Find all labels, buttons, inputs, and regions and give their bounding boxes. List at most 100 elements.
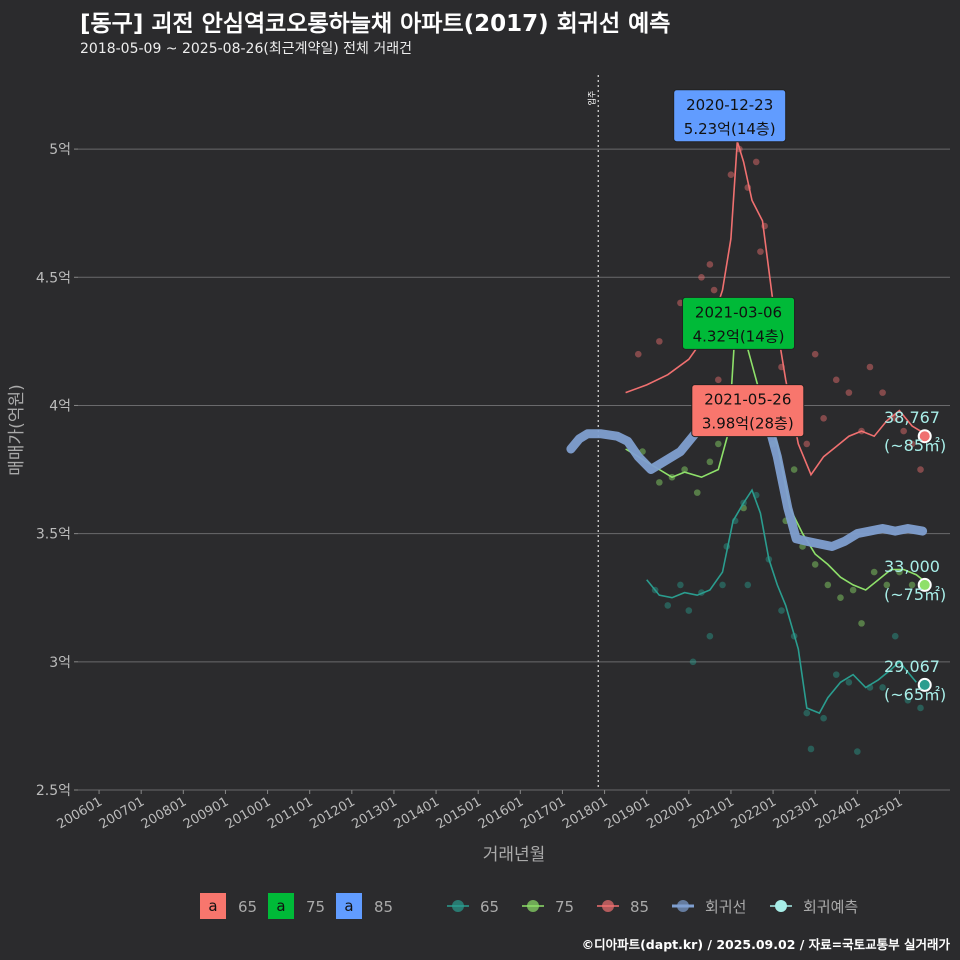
scatter-point-s75 — [811, 561, 819, 568]
scatter-point-s85 — [710, 286, 718, 294]
scatter-point-s75 — [693, 489, 701, 496]
x-tick-label: 202501 — [855, 794, 905, 832]
scatter-point-s65 — [664, 602, 672, 609]
scatter-point-s85 — [634, 350, 642, 358]
scatter-point-s85 — [698, 273, 705, 281]
legend-box-label: 75 — [306, 898, 325, 916]
scatter-point-s65 — [744, 581, 752, 589]
scatter-point-s85 — [908, 440, 916, 448]
scatter-point-s85 — [832, 376, 840, 384]
x-tick-label: 202101 — [686, 794, 736, 832]
scatter-point-s75 — [824, 581, 832, 589]
series-line-65 — [646, 488, 917, 715]
scatter-point-s65 — [807, 745, 815, 753]
scatter-point-s85 — [656, 338, 663, 345]
annotation-date: 2021-05-26 — [704, 391, 791, 409]
legend-box-label: 65 — [238, 898, 257, 916]
legend-box-glyph: a — [208, 897, 217, 915]
y-tick-label: 5억 — [49, 142, 71, 158]
annotation-box — [673, 89, 787, 143]
y-tick-label: 3.5억 — [36, 527, 71, 543]
x-tick-label: 201301 — [349, 794, 399, 832]
y-axis-label: 매매가(억원) — [7, 384, 27, 475]
scatter-point-s75 — [681, 466, 688, 473]
scatter-point-s65 — [879, 684, 886, 691]
x-tick-label: 201701 — [518, 794, 568, 832]
legend-box-glyph: a — [276, 897, 285, 915]
scatter-point-s85 — [820, 414, 827, 422]
prediction-area-label: (~75㎡) — [884, 585, 946, 604]
x-tick-label: 201601 — [476, 794, 526, 832]
scatter-point-s75 — [883, 581, 891, 589]
scatter-point-s85 — [706, 261, 714, 268]
scatter-point-s75 — [858, 620, 865, 627]
x-tick-label: 201501 — [434, 794, 484, 832]
gridlines — [78, 148, 950, 791]
legend-line-label: 회귀선 — [705, 898, 746, 916]
scatter-point-s65 — [904, 696, 912, 704]
scatter-point-s75 — [849, 586, 857, 594]
scatter-point-s75 — [790, 466, 798, 473]
scatter-point-s65 — [854, 748, 861, 755]
y-tick-label: 2.5억 — [36, 783, 71, 799]
scatter-point-s85 — [845, 389, 853, 396]
scatter-point-s65 — [845, 679, 853, 686]
scatter-point-s85 — [715, 376, 722, 384]
scatter-point-s85 — [866, 363, 874, 371]
legend-box-85 — [336, 893, 362, 919]
annotation-date: 2021-03-06 — [695, 303, 782, 321]
chart-subtitle: 2018-05-09 ~ 2025-08-26(최근계약일) 전체 거래건 — [80, 41, 412, 57]
legend-box-label: 85 — [374, 898, 393, 916]
annotation-box — [682, 296, 796, 350]
scatter-point-s65 — [685, 607, 693, 614]
axes: 2.5억 3억 3.5억 4억 4.5억 5억 2006012007012008012009… — [36, 142, 906, 832]
scatter-point-s85 — [757, 248, 764, 255]
annotation-price: 3.98억(28층) — [702, 415, 794, 433]
prediction-value-label: 38,767 — [884, 408, 940, 427]
legend-line-label: 회귀예측 — [803, 898, 858, 916]
legend-line-label: 85 — [630, 898, 649, 916]
scatter-point-s75 — [837, 594, 844, 602]
legend-marker-predict — [775, 900, 787, 912]
legend: a 65 a 75 a 85 65 75 85 회귀선 회귀예측 — [200, 893, 858, 919]
prediction-point-s65 — [917, 677, 932, 692]
prediction-area-label: (~65㎡) — [884, 685, 946, 704]
scatter-point-s65 — [820, 714, 827, 722]
scatter-point-s65 — [706, 632, 714, 640]
x-tick-label: 201901 — [602, 794, 652, 832]
scatter-point-s75 — [896, 568, 903, 576]
scatter-point-s75 — [908, 581, 916, 589]
scatter-point-s65 — [677, 581, 684, 589]
scatter-point-s85 — [900, 427, 907, 435]
x-tick-label: 200601 — [55, 794, 105, 832]
scatter-point-s75 — [656, 479, 663, 486]
x-tick-label: 202301 — [771, 794, 821, 832]
annotation-date: 2020-12-23 — [686, 96, 773, 114]
x-tick-label: 200901 — [181, 794, 231, 832]
legend-box-75 — [268, 893, 294, 919]
scatter-point-s75 — [715, 440, 722, 448]
scatter-point-s65 — [719, 581, 726, 589]
scatter-point-s85 — [727, 171, 735, 179]
scatter-point-s85 — [891, 414, 899, 422]
prediction-area-label: (~85㎡) — [884, 436, 946, 455]
move-in-label: 입주 — [587, 91, 596, 106]
legend-marker-s65 — [452, 900, 464, 912]
scatter-point-s65 — [689, 658, 697, 666]
prediction-value-label: 33,000 — [884, 557, 940, 576]
x-tick-label: 201201 — [307, 794, 357, 832]
scatter-point-s65 — [917, 704, 924, 712]
x-axis-label: 거래년월 — [483, 845, 546, 865]
scatter-point-s85 — [917, 466, 924, 473]
x-tick-label: 201801 — [560, 794, 610, 832]
legend-marker-s75 — [527, 900, 539, 912]
scatter-point-s65 — [803, 709, 811, 717]
legend-marker-trend — [677, 900, 689, 912]
footer-credit: ©디아파트(dapt.kr) / 2025.09.02 / 자료=국토교통부 실… — [581, 937, 950, 952]
legend-box-glyph: a — [344, 897, 353, 915]
prediction-point-s85 — [917, 429, 932, 444]
scatter-point-s65 — [778, 607, 785, 614]
legend-box-65 — [200, 893, 226, 919]
